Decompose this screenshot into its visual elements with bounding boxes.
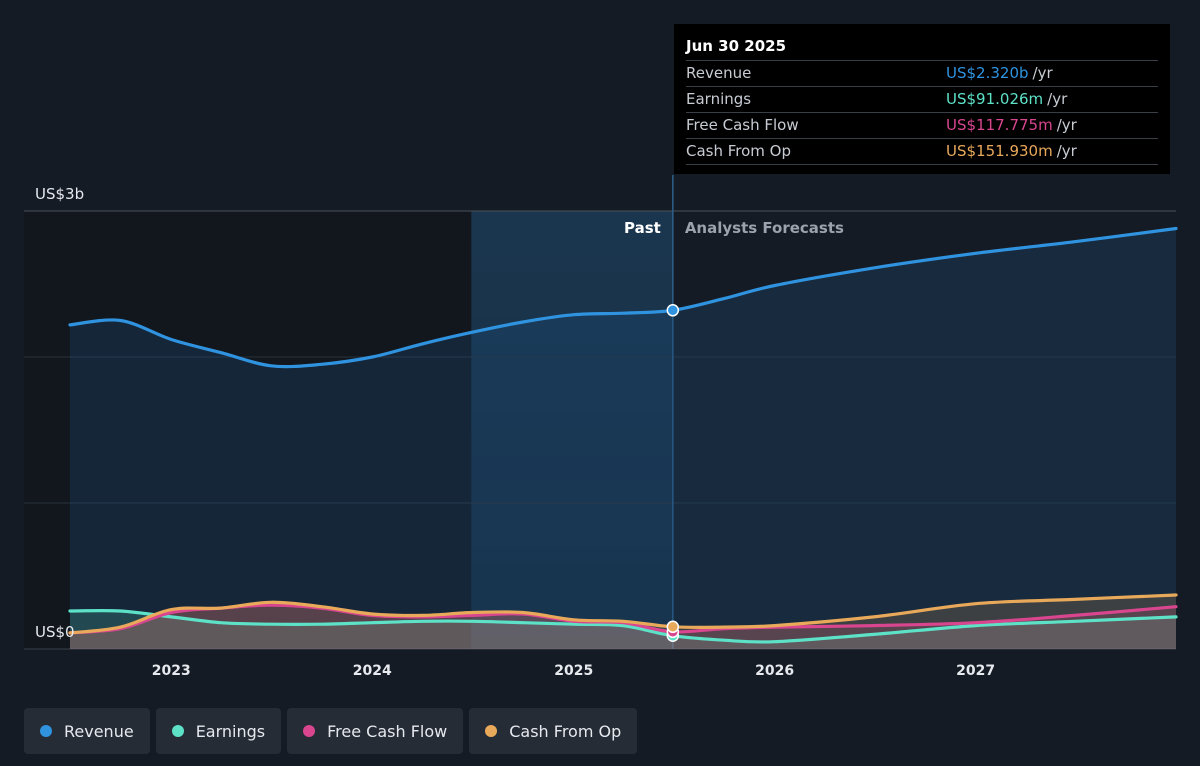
tooltip-label: Earnings bbox=[686, 90, 752, 108]
data-point-revenue bbox=[666, 304, 680, 317]
tooltip-value: US$117.775m bbox=[946, 116, 1053, 134]
series-line-cash-from-op bbox=[68, 593, 1178, 635]
x-tick-label: 2024 bbox=[353, 663, 392, 679]
tooltip-value: US$151.930m bbox=[946, 142, 1053, 160]
tooltip-value: US$91.026m bbox=[946, 90, 1044, 108]
tooltip-date: Jun 30 2025 bbox=[686, 37, 787, 55]
y-label-top: US$3b bbox=[35, 185, 84, 203]
legend-label: Revenue bbox=[64, 721, 134, 741]
past-label: Past bbox=[624, 219, 661, 237]
x-tick-label: 2026 bbox=[755, 663, 794, 679]
x-tick-label: 2025 bbox=[554, 663, 593, 679]
x-tick-label: 2023 bbox=[152, 663, 191, 679]
x-tick-label: 2027 bbox=[956, 663, 995, 679]
legend-item-earnings[interactable]: Earnings bbox=[155, 708, 282, 754]
tooltip-value: US$2.320b bbox=[946, 64, 1029, 82]
highlight-band bbox=[471, 211, 673, 649]
series-line-earnings bbox=[68, 609, 1178, 644]
tooltip-unit: /yr bbox=[1032, 64, 1053, 82]
legend-item-revenue[interactable]: Revenue bbox=[24, 708, 150, 754]
tooltip-unit: /yr bbox=[1056, 142, 1077, 160]
legend-label: Cash From Op bbox=[509, 721, 622, 741]
y-label-bottom: US$0 bbox=[35, 623, 75, 641]
legend-label: Earnings bbox=[195, 721, 266, 741]
tooltip-unit: /yr bbox=[1056, 116, 1077, 134]
tooltip-label: Revenue bbox=[686, 64, 752, 82]
forecast-label: Analysts Forecasts bbox=[685, 219, 844, 237]
tooltip-label: Free Cash Flow bbox=[686, 116, 799, 134]
tooltip: Jun 30 2025 Revenue US$2.320b /yr Earnin… bbox=[674, 24, 1170, 174]
series-area-revenue bbox=[70, 228, 1176, 649]
tooltip-row-free-cash-flow: Free Cash Flow US$117.775m /yr bbox=[686, 112, 1158, 138]
tooltip-row-earnings: Earnings US$91.026m /yr bbox=[686, 86, 1158, 112]
legend-item-cash-from-op[interactable]: Cash From Op bbox=[469, 708, 638, 754]
series-area-earnings bbox=[70, 610, 1176, 649]
series-line-revenue bbox=[68, 226, 1178, 369]
legend: Revenue Earnings Free Cash Flow Cash Fro… bbox=[24, 708, 638, 754]
legend-label: Free Cash Flow bbox=[327, 721, 448, 741]
data-point-cash-from-op bbox=[666, 620, 680, 634]
tooltip-unit: /yr bbox=[1047, 90, 1068, 108]
legend-dot-icon bbox=[171, 725, 184, 737]
tooltip-row-revenue: Revenue US$2.320b /yr bbox=[686, 60, 1158, 86]
tooltip-label: Cash From Op bbox=[686, 142, 792, 160]
legend-dot-icon bbox=[485, 725, 498, 737]
legend-dot-icon bbox=[303, 725, 316, 737]
tooltip-row-cash-from-op: Cash From Op US$151.930m /yr bbox=[686, 138, 1158, 165]
legend-item-free-cash-flow[interactable]: Free Cash Flow bbox=[287, 708, 464, 754]
legend-dot-icon bbox=[40, 725, 52, 737]
